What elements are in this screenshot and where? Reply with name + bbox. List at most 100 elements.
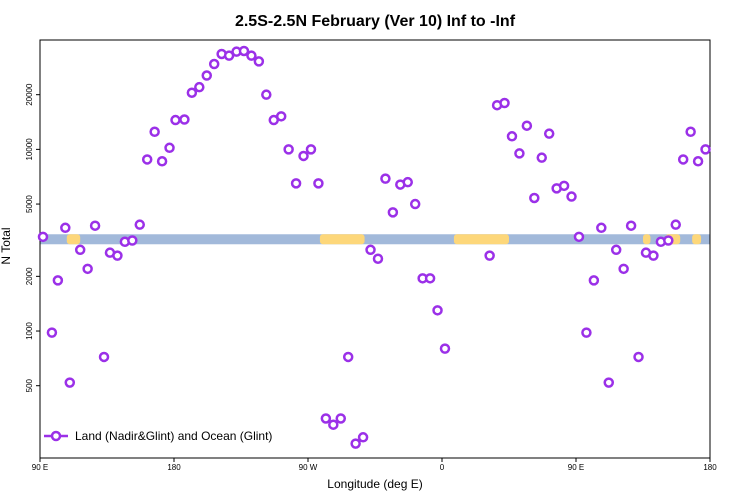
y-axis-label: N Total [0, 227, 13, 264]
x-tick-label: 180 [703, 463, 717, 472]
data-point [424, 273, 436, 284]
data-point [60, 222, 71, 234]
data-point [37, 231, 49, 243]
data-point [409, 198, 421, 210]
data-point [313, 178, 324, 189]
data-point [208, 58, 220, 70]
x-tick-label: 90 E [32, 463, 48, 472]
data-point [186, 87, 198, 98]
data-point [536, 152, 548, 163]
y-tick-label: 10000 [25, 138, 34, 161]
data-point [335, 413, 347, 424]
data-point [677, 154, 689, 165]
plot-frame [39, 39, 711, 459]
data-point [625, 220, 637, 231]
x-tick-label: 180 [167, 463, 181, 472]
data-point [499, 97, 510, 109]
data-point [543, 128, 555, 139]
legend: Land (Nadir&Glint) and Ocean (Glint) [44, 429, 272, 443]
data-point [685, 126, 696, 138]
data-point [320, 413, 332, 424]
data-point [670, 219, 682, 230]
data-point [350, 438, 361, 449]
y-axis: 500 1000 2000 5000 10000 20000 [25, 83, 40, 392]
data-point [149, 126, 160, 138]
x-axis: 90 E 180 90 W 0 90 E 180 [32, 458, 717, 472]
data-point [603, 377, 615, 388]
x-axis-label: Longitude (deg E) [327, 477, 422, 491]
land-segment [319, 234, 365, 245]
data-point [610, 244, 622, 256]
data-point [89, 220, 101, 231]
y-tick-label: 500 [25, 378, 34, 392]
x-tick-label: 0 [440, 463, 445, 472]
data-point [141, 154, 153, 165]
data-point [700, 144, 711, 155]
legend-label: Land (Nadir&Glint) and Ocean (Glint) [75, 429, 272, 443]
data-point [290, 178, 302, 189]
data-point [298, 150, 309, 162]
data-point [238, 45, 250, 57]
land-segment [453, 234, 509, 245]
data-point [223, 50, 235, 61]
ocean-band [40, 234, 710, 245]
land-segment [66, 234, 81, 245]
data-point [581, 327, 592, 338]
data-point [156, 156, 168, 167]
data-point [506, 131, 518, 142]
data-points [37, 45, 711, 449]
data-point [648, 250, 659, 261]
data-point [596, 222, 607, 234]
data-point [164, 142, 175, 154]
data-point [201, 70, 213, 81]
data-point [402, 176, 414, 188]
land-segment [643, 234, 651, 245]
data-point [372, 253, 384, 264]
chart-title: 2.5S-2.5N February (Ver 10) Inf to -Inf [235, 13, 516, 30]
data-point [588, 275, 600, 286]
data-point [365, 244, 376, 256]
data-point [246, 50, 257, 61]
data-point [305, 144, 317, 155]
data-point [521, 120, 533, 131]
data-point [74, 244, 86, 256]
data-point [357, 432, 369, 443]
data-point [112, 250, 123, 261]
y-tick-label: 20000 [25, 83, 34, 106]
data-point [253, 56, 265, 67]
land-ocean-band [40, 234, 710, 245]
data-point [82, 263, 93, 275]
data-point [98, 351, 110, 363]
data-point [439, 343, 451, 354]
data-point [663, 235, 674, 246]
y-tick-label: 2000 [25, 267, 34, 285]
data-point [566, 191, 577, 202]
data-point [484, 250, 495, 261]
data-point [179, 114, 190, 125]
data-point [514, 148, 525, 159]
data-point [692, 156, 704, 167]
legend-marker [50, 430, 62, 442]
data-point [633, 351, 644, 363]
data-point [618, 263, 629, 275]
data-point [134, 219, 146, 230]
data-point [194, 81, 205, 93]
data-point [283, 144, 294, 155]
data-point [275, 111, 287, 122]
data-point [342, 351, 354, 363]
data-point [170, 114, 181, 126]
x-tick-label: 90 W [299, 463, 318, 472]
y-tick-label: 1000 [25, 322, 34, 340]
data-point [432, 305, 443, 316]
land-segment [692, 234, 702, 245]
data-point [573, 231, 585, 243]
data-point [64, 377, 76, 388]
data-point [387, 207, 399, 218]
x-tick-label: 90 E [568, 463, 584, 472]
data-point [558, 180, 570, 192]
data-point [380, 173, 391, 184]
data-point [529, 192, 540, 204]
data-point [52, 275, 64, 286]
data-point [127, 235, 138, 246]
